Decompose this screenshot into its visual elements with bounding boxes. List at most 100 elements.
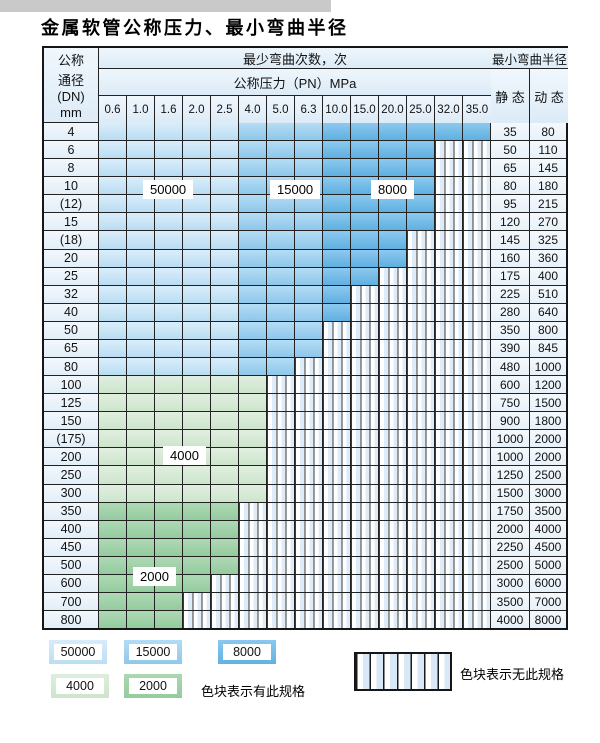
spec-cell — [183, 376, 211, 395]
no-spec-cell — [351, 611, 379, 629]
spec-cell — [239, 412, 267, 431]
no-spec-cell — [267, 556, 295, 575]
static-value-cell: 2500 — [491, 556, 530, 575]
static-value-cell: 900 — [491, 412, 530, 431]
spec-cell — [127, 141, 155, 160]
spec-cell — [211, 484, 239, 503]
no-spec-cell — [379, 574, 407, 594]
static-header: 静 态 — [491, 69, 530, 123]
no-spec-cell — [323, 430, 351, 449]
spec-cell — [183, 231, 211, 250]
no-spec-cell — [295, 466, 323, 485]
static-value-cell: 750 — [491, 394, 530, 413]
spec-cell — [183, 484, 211, 503]
dynamic-value-cell: 2000 — [530, 448, 566, 467]
no-spec-cell — [379, 412, 407, 431]
no-spec-cell — [379, 611, 407, 629]
legend-swatch-label: 15000 — [129, 644, 177, 660]
dynamic-value-cell: 1500 — [530, 394, 566, 413]
legend-has-spec-note: 色块表示有此规格 — [201, 684, 306, 699]
spec-cell — [99, 430, 127, 449]
spec-cell — [155, 466, 183, 485]
spec-cell — [99, 574, 127, 594]
no-spec-cell — [379, 502, 407, 521]
no-spec-cell — [463, 177, 491, 196]
table-row: 300 1500 3000 — [44, 484, 566, 503]
spec-cell — [99, 502, 127, 521]
legend-no-spec-swatch — [354, 652, 452, 691]
no-spec-cell — [379, 394, 407, 413]
no-spec-cell — [379, 339, 407, 359]
spec-cell — [155, 213, 183, 232]
no-spec-cell — [463, 213, 491, 232]
dn-cell: 150 — [44, 412, 99, 431]
legend-swatch-label: 8000 — [223, 644, 271, 660]
no-spec-cell — [379, 593, 407, 612]
pressure-column-header: 1.6 — [155, 96, 183, 123]
spec-cell — [323, 285, 351, 304]
spec-cell — [155, 285, 183, 304]
no-spec-cell — [295, 412, 323, 431]
no-spec-cell — [295, 484, 323, 503]
no-spec-cell — [295, 376, 323, 395]
no-spec-cell — [379, 520, 407, 539]
spec-cell — [295, 303, 323, 322]
spec-cell — [351, 267, 379, 286]
no-spec-cell — [407, 538, 435, 557]
dn-cell: 600 — [44, 574, 99, 594]
no-spec-cell — [435, 430, 463, 449]
spec-cell — [127, 249, 155, 268]
no-spec-cell — [435, 285, 463, 304]
spec-cell — [295, 231, 323, 250]
dynamic-value-cell: 110 — [530, 141, 566, 160]
legend-swatch-2000: 2000 — [124, 674, 182, 698]
legend-swatch-label: 2000 — [129, 678, 177, 694]
spec-cell — [155, 231, 183, 250]
dn-cell: 80 — [44, 358, 99, 377]
bend-cycles-header-group: 最少弯曲次数，次 公称压力（PN）MPa 0.6 1.0 1.6 2.0 2.5 4.0 5… — [99, 48, 491, 123]
spec-cell — [239, 484, 267, 503]
spec-cell — [183, 358, 211, 377]
legend-swatch-15000: 15000 — [124, 640, 182, 664]
no-spec-cell — [351, 520, 379, 539]
spec-cell — [127, 213, 155, 232]
spec-cell — [127, 231, 155, 250]
spec-cell — [295, 195, 323, 214]
dn-header-cell: 公称 通径 (DN) mm — [44, 48, 99, 123]
spec-cell — [127, 394, 155, 413]
spec-cell — [407, 141, 435, 160]
no-spec-cell — [407, 502, 435, 521]
spec-cell — [183, 159, 211, 178]
no-spec-cell — [435, 574, 463, 594]
spec-cell — [183, 213, 211, 232]
legend-swatch-label: 50000 — [54, 644, 102, 660]
spec-cell — [155, 358, 183, 377]
spec-cell — [267, 339, 295, 359]
dn-cell: 50 — [44, 321, 99, 340]
no-spec-cell — [239, 611, 267, 629]
spec-cell — [211, 538, 239, 557]
spec-cell — [295, 267, 323, 286]
spec-cell — [295, 159, 323, 178]
dn-cell: (12) — [44, 195, 99, 214]
spec-cell — [267, 267, 295, 286]
spec-cell — [211, 123, 239, 142]
table-row: 40 280 640 — [44, 303, 566, 322]
spec-cell — [99, 412, 127, 431]
dynamic-value-cell: 2500 — [530, 466, 566, 485]
no-spec-cell — [435, 394, 463, 413]
table-row: 125 750 1500 — [44, 394, 566, 413]
spec-cell — [295, 213, 323, 232]
no-spec-cell — [463, 231, 491, 250]
no-spec-cell — [463, 556, 491, 575]
no-spec-cell — [407, 249, 435, 268]
no-spec-cell — [435, 231, 463, 250]
spec-cell — [239, 141, 267, 160]
spec-cell — [155, 520, 183, 539]
dn-cell: 10 — [44, 177, 99, 196]
bend-cycles-header: 最少弯曲次数，次 — [99, 48, 491, 69]
spec-cell — [351, 195, 379, 214]
spec-cell — [155, 123, 183, 142]
no-spec-cell — [267, 502, 295, 521]
dynamic-value-cell: 510 — [530, 285, 566, 304]
